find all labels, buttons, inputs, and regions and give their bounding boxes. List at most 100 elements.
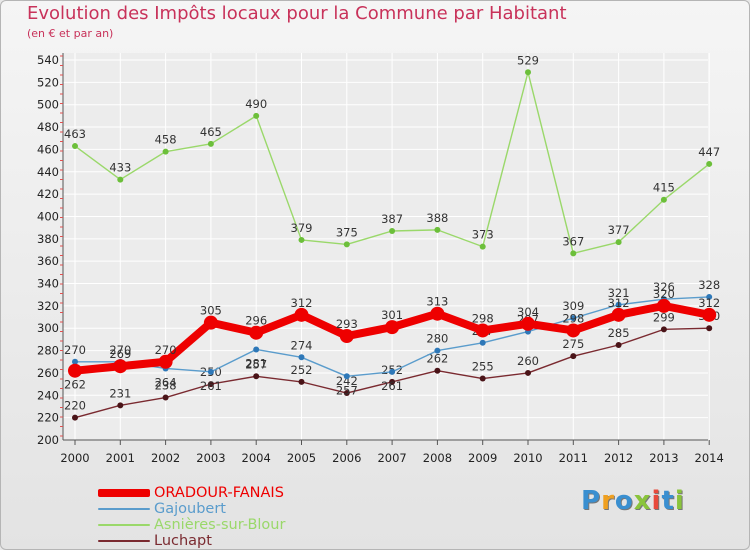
data-label-luchapt: 262 <box>426 352 448 366</box>
data-point-oradour-fanais <box>475 323 490 338</box>
data-point-asni-res-sur-blour <box>298 236 305 243</box>
data-label-oradour-fanais: 312 <box>698 296 720 310</box>
data-label-asni-res-sur-blour: 388 <box>426 211 448 225</box>
y-tick-label: 460 <box>37 142 59 156</box>
legend-label: ORADOUR-FANAIS <box>154 485 284 501</box>
data-label-oradour-fanais: 270 <box>155 343 177 357</box>
x-tick-label: 2000 <box>60 451 89 465</box>
data-point-oradour-fanais <box>702 307 717 322</box>
y-tick-label: 220 <box>37 411 59 425</box>
data-point-luchapt <box>253 373 260 380</box>
data-label-luchapt: 231 <box>109 386 131 400</box>
data-point-asni-res-sur-blour <box>706 160 713 167</box>
data-point-luchapt <box>343 390 350 397</box>
data-point-asni-res-sur-blour <box>570 250 577 257</box>
legend-label: Luchapt <box>154 533 212 549</box>
data-point-gajoubert <box>389 368 396 375</box>
y-tick-label: 240 <box>37 388 59 402</box>
data-label-gajoubert: 270 <box>109 343 131 357</box>
data-label-luchapt: 220 <box>64 399 86 413</box>
x-tick-label: 2009 <box>468 451 497 465</box>
data-label-luchapt: 285 <box>608 326 630 340</box>
chart-subtitle: (en € et par an) <box>27 27 114 40</box>
data-label-gajoubert: 328 <box>698 278 720 292</box>
data-label-luchapt: 299 <box>653 310 675 324</box>
x-tick-label: 2010 <box>513 451 542 465</box>
x-tick-label: 2001 <box>106 451 135 465</box>
data-label-gajoubert: 261 <box>200 379 222 393</box>
data-label-oradour-fanais: 312 <box>608 296 630 310</box>
data-point-asni-res-sur-blour <box>660 196 667 203</box>
data-point-luchapt <box>615 342 622 348</box>
data-point-asni-res-sur-blour <box>434 226 441 233</box>
data-label-luchapt: 252 <box>291 363 313 377</box>
y-tick-label: 360 <box>37 254 59 268</box>
data-point-luchapt <box>117 402 124 409</box>
data-label-oradour-fanais: 296 <box>245 314 267 328</box>
x-tick-label: 2004 <box>242 451 271 465</box>
data-point-asni-res-sur-blour <box>207 140 214 147</box>
data-point-luchapt <box>434 367 441 374</box>
data-point-oradour-fanais <box>249 325 264 340</box>
x-tick-label: 2011 <box>559 451 588 465</box>
x-tick-label: 2012 <box>604 451 633 465</box>
data-point-luchapt <box>389 378 396 385</box>
data-label-asni-res-sur-blour: 458 <box>155 133 177 147</box>
data-point-asni-res-sur-blour <box>479 243 486 250</box>
y-tick-label: 420 <box>37 187 59 201</box>
data-label-luchapt: 260 <box>517 354 539 368</box>
x-tick-label: 2008 <box>423 451 452 465</box>
data-point-oradour-fanais <box>68 363 82 378</box>
data-label-luchapt: 275 <box>562 337 584 351</box>
data-label-gajoubert: 257 <box>336 383 358 397</box>
data-point-gajoubert <box>479 339 486 346</box>
y-tick-label: 440 <box>37 165 59 179</box>
x-tick-label: 2002 <box>151 451 180 465</box>
data-label-asni-res-sur-blour: 377 <box>608 223 630 237</box>
data-label-gajoubert: 309 <box>562 299 584 313</box>
y-tick-label: 400 <box>37 209 59 223</box>
data-point-luchapt <box>162 394 169 401</box>
data-point-asni-res-sur-blour <box>525 69 531 76</box>
data-label-asni-res-sur-blour: 433 <box>109 161 131 175</box>
data-label-asni-res-sur-blour: 367 <box>562 234 584 248</box>
data-label-gajoubert: 264 <box>155 375 177 389</box>
data-point-luchapt <box>570 353 577 360</box>
data-point-gajoubert <box>706 293 713 300</box>
data-point-luchapt <box>479 375 486 382</box>
data-point-asni-res-sur-blour <box>615 239 622 246</box>
data-point-gajoubert <box>298 354 305 361</box>
data-label-gajoubert: 280 <box>426 332 448 346</box>
legend-label: Gajoubert <box>154 501 226 517</box>
x-tick-label: 2003 <box>196 451 225 465</box>
data-label-gajoubert: 326 <box>653 280 675 294</box>
data-label-oradour-fanais: 269 <box>109 347 131 361</box>
chart-title: Evolution des Impôts locaux pour la Comm… <box>27 3 567 24</box>
data-point-oradour-fanais <box>430 306 445 321</box>
data-point-oradour-fanais <box>656 298 671 313</box>
data-point-gajoubert <box>434 347 441 354</box>
data-label-gajoubert: 321 <box>608 286 630 300</box>
y-tick-label: 540 <box>37 53 59 67</box>
data-label-gajoubert: 274 <box>291 338 313 352</box>
data-label-luchapt: 242 <box>336 374 358 388</box>
y-tick-label: 340 <box>37 277 59 291</box>
data-label-oradour-fanais: 312 <box>291 296 313 310</box>
data-point-gajoubert <box>343 373 350 380</box>
data-label-asni-res-sur-blour: 375 <box>336 225 358 239</box>
data-point-gajoubert <box>207 368 214 375</box>
x-tick-label: 2006 <box>332 451 361 465</box>
data-point-asni-res-sur-blour <box>72 143 78 150</box>
data-label-oradour-fanais: 293 <box>336 317 358 331</box>
data-label-luchapt: 257 <box>245 357 267 371</box>
data-label-asni-res-sur-blour: 529 <box>517 53 539 67</box>
data-label-oradour-fanais: 304 <box>517 305 539 319</box>
data-label-asni-res-sur-blour: 379 <box>291 221 313 235</box>
data-label-oradour-fanais: 298 <box>562 311 584 325</box>
y-tick-label: 280 <box>37 344 59 358</box>
data-point-luchapt <box>660 326 667 333</box>
data-point-luchapt <box>207 381 214 388</box>
data-label-oradour-fanais: 305 <box>200 304 222 318</box>
y-tick-label: 320 <box>37 299 59 313</box>
data-label-oradour-fanais: 298 <box>472 311 494 325</box>
